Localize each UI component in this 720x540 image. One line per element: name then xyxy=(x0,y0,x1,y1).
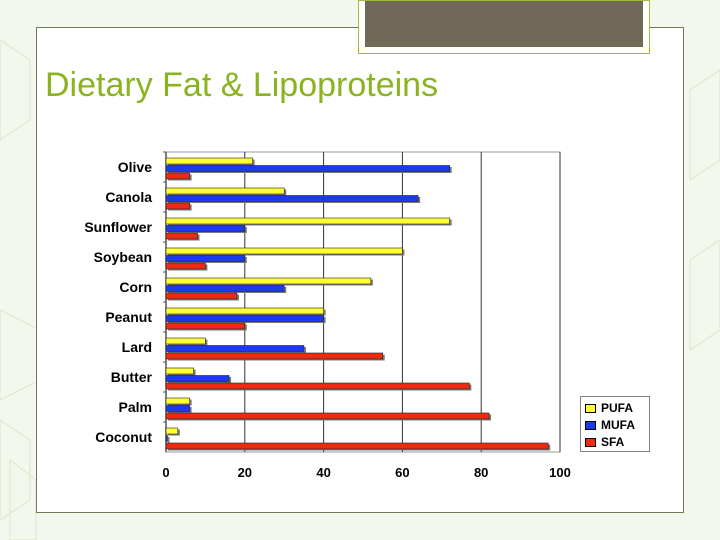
bar-pufa xyxy=(165,187,285,195)
x-tick-label: 60 xyxy=(395,465,409,480)
category-label: Corn xyxy=(119,279,152,295)
legend-swatch-sfa xyxy=(585,437,596,447)
bar-shadow-mufa xyxy=(168,437,170,443)
bar-pufa xyxy=(165,307,324,315)
category-label: Palm xyxy=(119,399,152,415)
x-tick-label: 40 xyxy=(316,465,330,480)
bar-pufa xyxy=(165,397,190,405)
x-tick-label: 0 xyxy=(162,465,169,480)
category-label: Olive xyxy=(118,159,152,175)
slide-title: Dietary Fat & Lipoproteins xyxy=(45,66,439,104)
bar-mufa xyxy=(165,315,324,322)
chart-legend: PUFA MUFA SFA xyxy=(580,396,650,452)
bar-mufa xyxy=(165,255,246,262)
bar-sfa xyxy=(165,352,383,360)
bar-pufa xyxy=(165,217,450,225)
category-label: Peanut xyxy=(105,309,152,325)
bar-mufa xyxy=(165,285,285,292)
bar-sfa xyxy=(165,442,549,450)
x-tick-label: 80 xyxy=(474,465,488,480)
bar-sfa xyxy=(165,202,190,210)
bar-sfa xyxy=(165,232,198,240)
legend-item-mufa: MUFA xyxy=(585,417,635,433)
bar-pufa xyxy=(165,277,372,285)
category-label: Butter xyxy=(111,369,153,385)
bar-sfa xyxy=(165,292,238,300)
bar-mufa xyxy=(165,345,305,352)
bar-mufa xyxy=(165,405,190,412)
category-label: Sunflower xyxy=(84,219,152,235)
bar-sfa xyxy=(165,322,246,330)
legend-item-sfa: SFA xyxy=(585,434,624,450)
bar-mufa xyxy=(165,435,168,442)
x-tick-label: 20 xyxy=(238,465,252,480)
bar-sfa xyxy=(165,412,490,420)
bar-pufa xyxy=(165,427,179,435)
bar-mufa xyxy=(165,165,450,172)
bar-sfa xyxy=(165,382,470,390)
legend-item-pufa: PUFA xyxy=(585,400,633,416)
bar-mufa xyxy=(165,225,246,232)
category-label: Coconut xyxy=(95,429,152,445)
legend-label-mufa: MUFA xyxy=(601,418,635,432)
category-label: Lard xyxy=(122,339,152,355)
legend-label-sfa: SFA xyxy=(601,435,625,449)
bar-pufa xyxy=(165,337,206,345)
legend-label-pufa: PUFA xyxy=(601,401,634,415)
x-tick-label: 100 xyxy=(549,465,571,480)
title-tab-fill xyxy=(365,1,643,47)
bar-sfa xyxy=(165,262,206,270)
bar-mufa xyxy=(165,375,230,382)
bar-pufa xyxy=(165,367,194,375)
legend-swatch-mufa xyxy=(585,420,596,430)
title-tab-decoration xyxy=(358,0,650,54)
bar-mufa xyxy=(165,195,419,202)
legend-swatch-pufa xyxy=(585,403,596,413)
bar-pufa xyxy=(165,157,253,165)
category-label: Canola xyxy=(105,189,152,205)
category-label: Soybean xyxy=(94,249,152,265)
bar-sfa xyxy=(165,172,190,180)
bar-pufa xyxy=(165,247,403,255)
